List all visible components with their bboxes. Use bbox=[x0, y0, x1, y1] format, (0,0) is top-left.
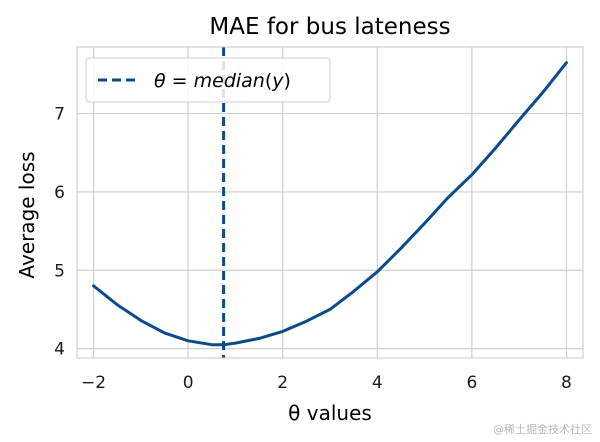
x-tick-label: −2 bbox=[81, 373, 106, 393]
y-tick-label: 4 bbox=[54, 340, 65, 360]
plot-data bbox=[92, 47, 568, 358]
legend-label: θ = median(y) bbox=[154, 70, 291, 92]
chart-title: MAE for bus lateness bbox=[209, 14, 450, 40]
mae-curve-line bbox=[92, 61, 568, 347]
legend-box bbox=[85, 57, 331, 103]
y-tick-label: 5 bbox=[54, 261, 65, 281]
x-axis-label: θ values bbox=[288, 401, 372, 425]
plot-frame bbox=[76, 46, 584, 359]
watermark: @稀土掘金技术社区 bbox=[493, 422, 592, 436]
legend: θ = median(y) bbox=[85, 57, 331, 103]
x-tick-label: 8 bbox=[561, 373, 572, 393]
y-tick-label: 7 bbox=[54, 105, 65, 125]
x-tick-label: 2 bbox=[277, 373, 288, 393]
y-axis-label: Average loss bbox=[15, 151, 39, 278]
x-tick-label: 4 bbox=[372, 373, 383, 393]
y-tick-label: 6 bbox=[54, 183, 65, 203]
tick-labels: −2 0 2 4 6 8 4 5 6 7 bbox=[54, 105, 572, 393]
x-tick-label: 0 bbox=[183, 373, 194, 393]
x-tick-label: 6 bbox=[466, 373, 477, 393]
